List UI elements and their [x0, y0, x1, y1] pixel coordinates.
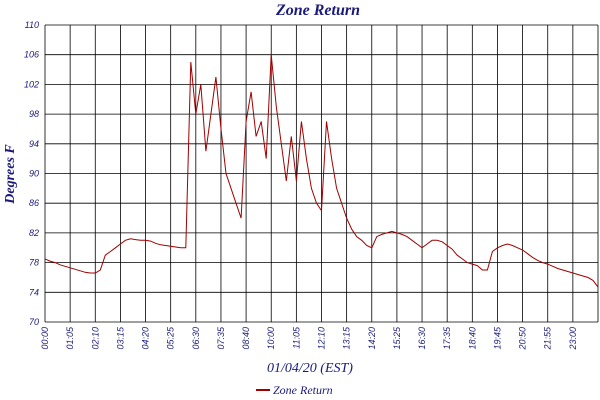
x-tick-label: 19:45 — [492, 326, 502, 350]
y-tick-label: 90 — [29, 169, 39, 179]
data-line — [44, 54, 599, 288]
x-tick-label: 07:35 — [216, 326, 226, 350]
y-tick-label: 86 — [29, 198, 39, 208]
y-tick-label: 82 — [29, 228, 39, 238]
y-tick-label: 102 — [24, 79, 39, 89]
x-axis-label: 01/04/20 (EST) — [267, 361, 353, 376]
x-tick-label: 12:10 — [317, 327, 327, 350]
x-tick-label: 23:00 — [568, 327, 578, 351]
x-tick-label: 00:00 — [40, 327, 50, 350]
x-tick-label: 03:15 — [115, 326, 125, 350]
chart-title: Zone Return — [275, 2, 360, 19]
x-tick-label: 20:50 — [518, 327, 528, 351]
x-tick-label: 15:25 — [392, 326, 402, 350]
y-tick-label: 98 — [29, 109, 39, 119]
x-tick-label: 02:10 — [90, 327, 100, 350]
y-axis-label: Degrees F — [3, 144, 18, 205]
x-tick-label: 11:05 — [291, 326, 301, 349]
x-tick-label: 18:40 — [467, 327, 477, 350]
y-tick-label: 94 — [29, 139, 39, 149]
x-tick-label: 21:55 — [543, 326, 553, 351]
x-tick-label: 06:30 — [191, 327, 201, 350]
legend-label: Zone Return — [273, 383, 333, 397]
x-tick-label: 13:15 — [342, 326, 352, 350]
x-tick-label: 05:25 — [166, 326, 176, 350]
y-tick-label: 74 — [29, 287, 39, 297]
y-tick-label: 106 — [24, 50, 39, 60]
y-tick-label: 70 — [29, 317, 39, 327]
x-tick-label: 17:35 — [442, 326, 452, 350]
x-tick-label: 04:20 — [141, 327, 151, 350]
x-tick-label: 08:40 — [241, 327, 251, 350]
y-tick-label: 110 — [25, 20, 39, 30]
x-tick-label: 10:00 — [266, 327, 276, 350]
x-tick-label: 14:20 — [367, 327, 377, 350]
x-tick-label: 16:30 — [417, 327, 427, 350]
y-tick-label: 78 — [29, 258, 39, 268]
x-tick-label: 01:05 — [65, 326, 75, 350]
